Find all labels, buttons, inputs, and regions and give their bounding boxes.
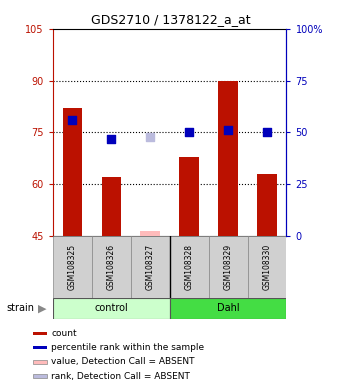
Point (108, 136, 114, 142)
Text: value, Detection Call = ABSENT: value, Detection Call = ABSENT (51, 358, 194, 366)
Bar (102, 177, 121, 236)
Bar (33, 374, 47, 378)
Bar (169, 298, 286, 319)
Bar (33, 332, 47, 335)
Bar (209, 236, 248, 298)
Bar (169, 236, 209, 298)
Point (147, 134, 153, 140)
Point (264, 129, 270, 136)
Text: GDS2710 / 1378122_a_at: GDS2710 / 1378122_a_at (91, 13, 250, 26)
Bar (33, 360, 47, 364)
Text: control: control (94, 303, 128, 313)
Bar (179, 157, 199, 236)
Text: count: count (51, 329, 77, 338)
Bar (63, 108, 82, 236)
Point (225, 127, 231, 134)
Text: GSM108328: GSM108328 (184, 244, 194, 290)
Text: strain: strain (7, 303, 35, 313)
Bar (131, 236, 169, 298)
Bar (33, 346, 47, 349)
Text: GSM108325: GSM108325 (68, 244, 77, 290)
Text: Dahl: Dahl (217, 303, 239, 313)
Text: percentile rank within the sample: percentile rank within the sample (51, 343, 204, 352)
Point (187, 129, 192, 136)
Bar (92, 236, 131, 298)
Text: GSM108326: GSM108326 (107, 244, 116, 290)
Text: GSM108327: GSM108327 (146, 244, 155, 290)
Text: GSM108329: GSM108329 (224, 244, 233, 290)
Text: ▶: ▶ (39, 303, 47, 313)
Bar (140, 231, 160, 236)
Bar (218, 81, 238, 236)
Text: rank, Detection Call = ABSENT: rank, Detection Call = ABSENT (51, 371, 190, 381)
Bar (53, 298, 169, 319)
Text: GSM108330: GSM108330 (263, 244, 271, 290)
Bar (248, 236, 286, 298)
Point (70, 117, 75, 123)
Bar (53, 236, 92, 298)
Bar (257, 174, 277, 236)
